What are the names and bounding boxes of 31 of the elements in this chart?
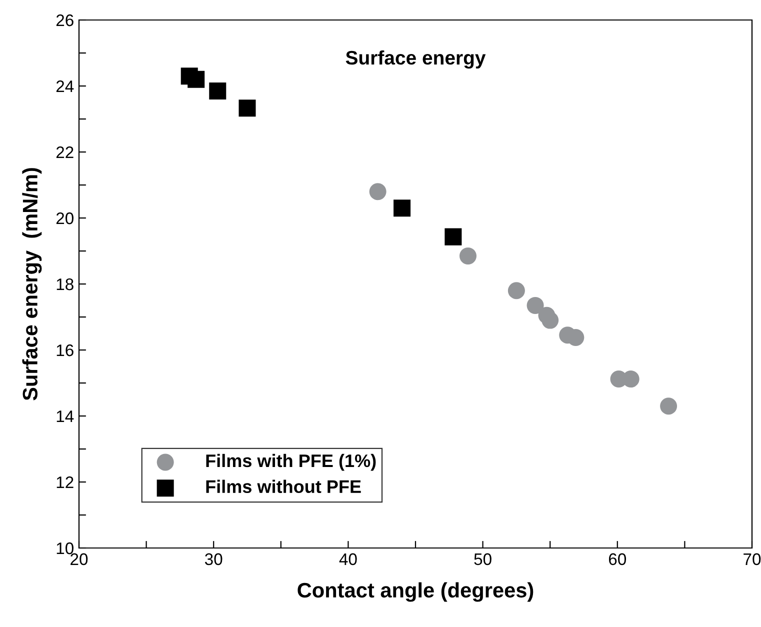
point — [369, 183, 386, 200]
y-tick-label: 16 — [56, 344, 74, 356]
x-tick-label: 70 — [744, 553, 761, 566]
y-tick-label: 22 — [56, 146, 74, 158]
point — [508, 282, 525, 300]
legend-label: Films without PFE — [206, 480, 361, 494]
point — [188, 70, 205, 88]
point — [542, 312, 559, 329]
y-tick-label: 18 — [56, 278, 74, 290]
x-tick-label: 30 — [204, 553, 222, 566]
y-tick-label: 12 — [56, 476, 74, 488]
point — [459, 247, 476, 264]
legend-label: Films with PFE (1%) — [206, 454, 376, 471]
point — [209, 82, 226, 100]
point — [394, 200, 411, 217]
y-tick-label: 14 — [56, 410, 74, 422]
y-tick-label: 20 — [56, 212, 74, 224]
y-tick-label: 10 — [56, 542, 74, 554]
point — [444, 228, 462, 246]
y-axis-title: Surface energy (mN/m) — [22, 168, 42, 400]
x-tick-label: 40 — [339, 553, 357, 566]
text: Surface energy — [346, 50, 486, 69]
x-axis-title: Contact angle (degrees) — [298, 582, 534, 602]
point — [238, 100, 256, 117]
x-tick-label: 20 — [70, 553, 88, 566]
point — [526, 296, 544, 314]
y-tick-label: 24 — [56, 80, 74, 92]
x-tick-label: 60 — [608, 553, 626, 566]
y-tick-label: 26 — [56, 14, 74, 26]
x-tick-label: 50 — [474, 553, 492, 566]
point — [660, 398, 678, 415]
